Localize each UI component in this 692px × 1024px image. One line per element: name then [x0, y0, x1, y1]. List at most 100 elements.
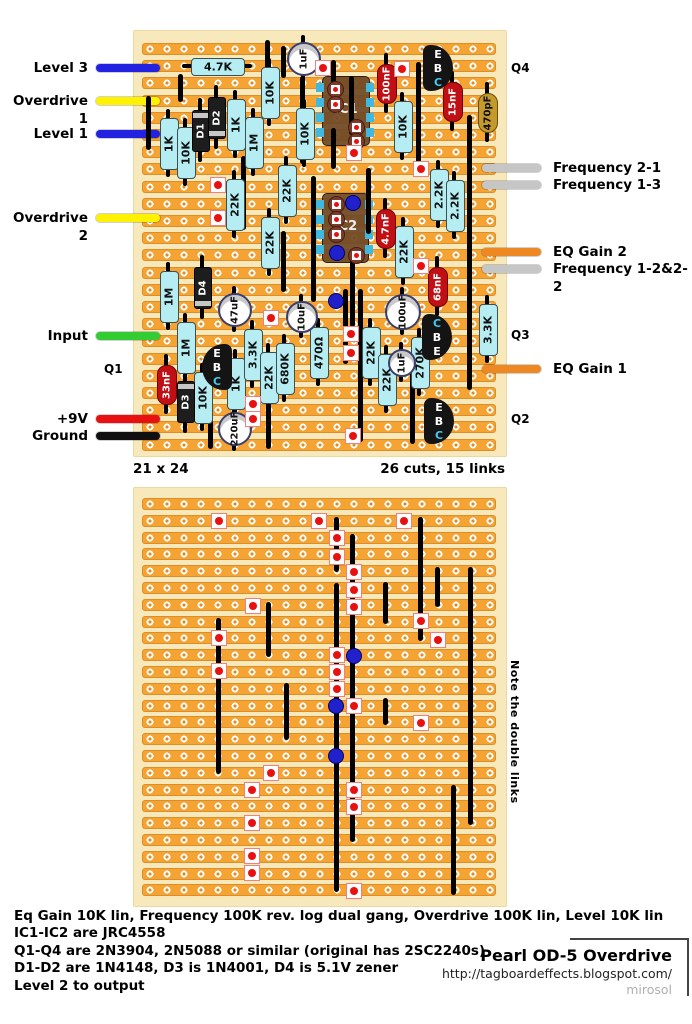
component-label: 22K [397, 240, 411, 264]
component-label: 10K [179, 141, 193, 165]
component-label: 1M [162, 287, 176, 307]
track-cut [413, 613, 429, 629]
ic-pad [328, 226, 345, 243]
double-links-note: Note the double links [508, 660, 521, 804]
transistor-pin-label: C [432, 317, 442, 330]
copper-strip [142, 783, 496, 796]
component-label: 68nF [432, 273, 444, 301]
transistor-pin-label: E [213, 347, 221, 360]
transistor-designator-q4: Q4 [511, 61, 530, 75]
component-label: 4.7K [203, 60, 232, 74]
resistor: 22K [361, 327, 381, 379]
note-pots: Eq Gain 10K lin, Frequency 100K rev. log… [14, 908, 664, 924]
wire-link [330, 60, 336, 97]
copper-strip [142, 498, 496, 510]
track-cut [211, 663, 227, 679]
wire-link [264, 40, 270, 80]
wire-link [265, 602, 271, 657]
wire-link [280, 231, 286, 292]
component-label: D3 [180, 394, 192, 410]
diode: D4 [194, 267, 212, 309]
copper-strip [142, 666, 496, 678]
note-ics: IC1-IC2 are JRC4558 [14, 925, 166, 941]
copper-strip [142, 733, 496, 746]
resistor: 1M [159, 271, 179, 323]
track-cut [245, 396, 261, 412]
component-label: 2.2K [448, 191, 462, 221]
electrolytic-capacitor: 100uF [385, 294, 421, 330]
ic-pin [316, 230, 324, 239]
wire-label: Level 3 [33, 60, 88, 76]
wire-link [357, 289, 363, 442]
track-cut [346, 599, 362, 615]
wire-link [349, 534, 355, 842]
wire-link [145, 96, 151, 150]
ceramic-capacitor: 470pF [478, 93, 498, 133]
component-label: 100uF [397, 294, 409, 330]
track-cut [315, 60, 331, 76]
diode: D2 [208, 97, 226, 139]
wire-label: +9V [56, 411, 88, 427]
component-label: 1uF [298, 48, 310, 70]
component-label: 47uF [229, 296, 241, 324]
track-cut [210, 210, 226, 226]
component-label: 220uF [229, 411, 241, 447]
transistor-pin-label: B [434, 415, 444, 428]
resistor: 2.2K [445, 180, 465, 232]
diode: D1 [192, 110, 210, 152]
component-label: 1M [179, 338, 193, 358]
solder-dot [345, 195, 361, 211]
diode-band [195, 301, 211, 306]
cuts-links-label: 26 cuts, 15 links [380, 461, 505, 477]
offboard-wire-level-1 [96, 130, 160, 138]
solder-dot [329, 245, 345, 261]
ic-pin [316, 128, 324, 137]
component-label: 1K [162, 135, 176, 153]
wire-label: Frequency 2-1 [553, 160, 662, 176]
resistor: 1K [226, 99, 246, 151]
wire-link [467, 567, 473, 825]
component-label: 10K [263, 81, 277, 105]
track-cut [263, 310, 279, 326]
film-capacitor: 4.7nF [376, 209, 396, 249]
transistor-pin-label: B [433, 62, 443, 75]
film-capacitor: 100nF [377, 64, 397, 104]
track-cut [211, 513, 227, 529]
copper-strip [142, 649, 496, 662]
component-label: 3.3K [246, 340, 260, 370]
ic-pad [327, 96, 344, 113]
wire-link [310, 176, 316, 302]
transistor-designator-q3: Q3 [511, 328, 530, 342]
copper-strip [142, 531, 496, 544]
track-cut [244, 865, 260, 881]
transistor-designator-q1: Q1 [104, 362, 123, 376]
wire-link [417, 517, 423, 641]
note-transistors: Q1-Q4 are 2N3904, 2N5088 or similar (ori… [14, 942, 486, 959]
diode-band [178, 384, 194, 389]
track-cut [245, 598, 261, 614]
track-cut [329, 681, 345, 697]
offboard-wire-eq-gain-1 [482, 365, 541, 373]
wire-link [409, 366, 415, 444]
transistor-pin-label: E [435, 401, 443, 414]
resistor: 22K [260, 217, 280, 269]
wire-link [280, 46, 286, 78]
resistor: 22K [277, 165, 297, 217]
ic-pin [316, 245, 324, 254]
solder-dot [328, 748, 344, 764]
track-cut [263, 765, 279, 781]
track-cut [413, 161, 429, 177]
resistor: 1K [159, 118, 179, 170]
ic-pin [366, 98, 374, 107]
project-title: Pearl OD-5 Overdrive [480, 946, 672, 965]
wire-link [348, 76, 354, 135]
diode-band [193, 113, 209, 118]
track-cut [329, 647, 345, 663]
copper-strip [142, 766, 496, 779]
wire-link [450, 785, 456, 895]
track-cut [346, 698, 362, 714]
offboard-wire-frequency-1-2&2-2 [482, 265, 541, 273]
track-cut [346, 799, 362, 815]
offboard-wire-level-3 [96, 64, 160, 72]
